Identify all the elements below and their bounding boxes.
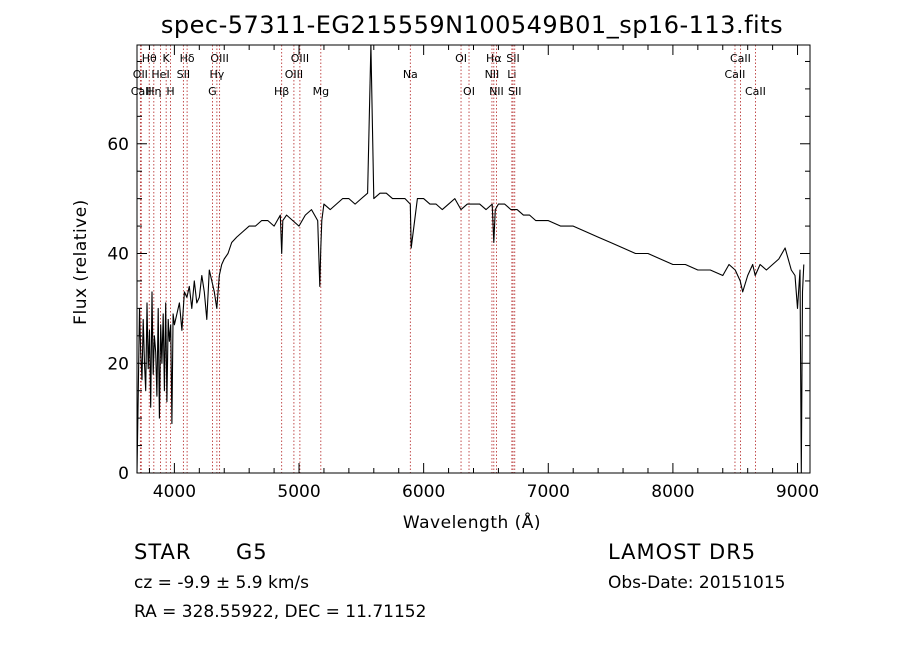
line-marker-label: Hβ xyxy=(274,85,289,98)
line-marker-label: Li xyxy=(507,68,516,81)
x-tick-label: 6000 xyxy=(402,482,445,502)
line-marker-label: Hδ xyxy=(180,52,195,65)
line-marker-label: OIII xyxy=(291,52,309,65)
line-marker-label: CaII xyxy=(131,85,152,98)
x-tick-label: 5000 xyxy=(277,482,320,502)
line-marker-label: HeI xyxy=(151,68,169,81)
redshift-velocity: cz = -9.9 ± 5.9 km/s xyxy=(134,573,309,593)
observation-date: Obs-Date: 20151015 xyxy=(608,573,786,593)
line-marker-label: Na xyxy=(403,68,418,81)
object-class: STAR xyxy=(134,540,192,564)
chart-title: spec-57311-EG215559N100549B01_sp16-113.f… xyxy=(161,11,783,39)
x-axis: 4000 5000 6000 7000 8000 9000 xyxy=(148,45,819,502)
line-marker-label: Mg xyxy=(313,85,329,98)
line-marker-label: NII xyxy=(489,85,504,98)
line-marker-label: OI xyxy=(463,85,475,98)
line-marker-label: SII xyxy=(177,68,190,81)
sky-coordinates: RA = 328.55922, DEC = 11.71152 xyxy=(134,602,427,622)
line-marker-label: Hθ xyxy=(142,52,157,65)
x-tick-label: 7000 xyxy=(527,482,570,502)
y-axis: 0 20 40 60 xyxy=(107,60,810,484)
line-marker-label: OIII xyxy=(285,68,303,81)
spectral-line-markers: Hθ OII CaII K HeI Hη H Hδ SII OIII Hγ G OIII OIII Hβ Mg… xyxy=(131,45,766,473)
line-marker-label: CaII xyxy=(725,68,746,81)
line-marker-label: Hγ xyxy=(209,68,224,81)
y-axis-label: Flux (relative) xyxy=(71,199,91,325)
line-marker-label: Hη xyxy=(146,85,161,98)
line-marker-label: G xyxy=(208,85,217,98)
x-tick-label: 8000 xyxy=(651,482,694,502)
line-marker-label: OII xyxy=(133,68,148,81)
x-axis-label: Wavelength (Å) xyxy=(403,511,541,533)
spectrum-line xyxy=(136,44,805,474)
line-marker-label: K xyxy=(163,52,171,65)
line-marker-label: NII xyxy=(485,68,500,81)
line-marker-label: SII xyxy=(506,52,519,65)
y-tick-label: 60 xyxy=(107,135,129,155)
plot-frame xyxy=(136,44,811,474)
line-marker-label: Hα xyxy=(486,52,502,65)
object-subclass: G5 xyxy=(236,540,268,564)
y-tick-label: 20 xyxy=(107,354,129,374)
x-tick-label: 4000 xyxy=(153,482,196,502)
line-marker-label: CaII xyxy=(730,52,751,65)
line-marker-label: OI xyxy=(455,52,467,65)
plot-area xyxy=(136,44,805,474)
survey-name: LAMOST DR5 xyxy=(608,540,757,564)
line-marker-label: SII xyxy=(508,85,521,98)
line-marker-label: H xyxy=(166,85,174,98)
line-marker-label: OIII xyxy=(210,52,228,65)
y-tick-label: 0 xyxy=(118,464,129,484)
line-marker-label: CaII xyxy=(745,85,766,98)
y-tick-label: 40 xyxy=(107,245,129,265)
x-tick-label: 9000 xyxy=(776,482,819,502)
